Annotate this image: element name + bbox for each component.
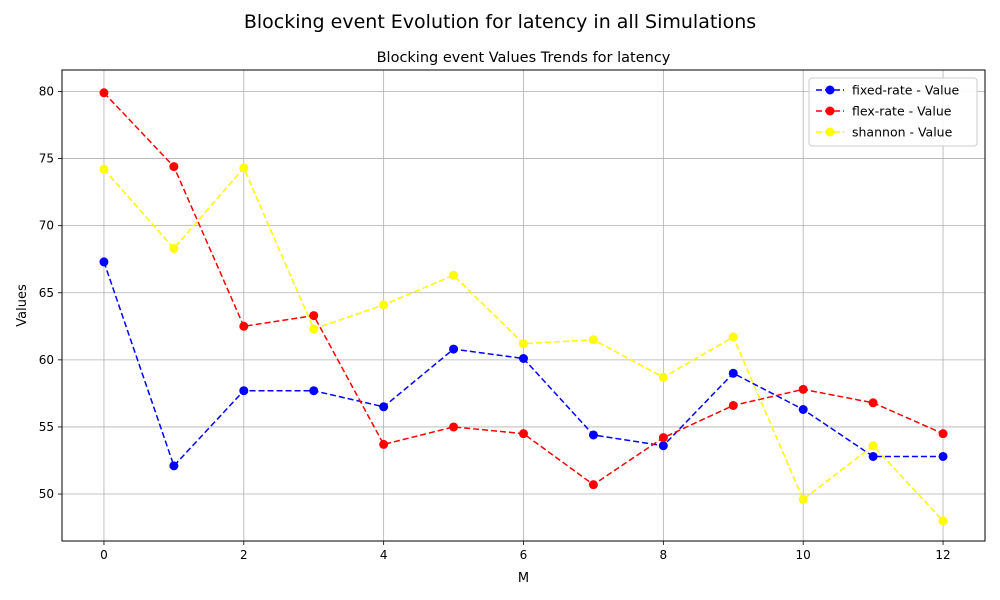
legend-item: fixed-rate - Value xyxy=(816,83,960,98)
axis-ticks: 0 2 4 6 8 10 12 50 55 60 65 70 75 80 xyxy=(39,84,951,562)
data-point xyxy=(658,441,668,451)
data-point xyxy=(868,398,878,408)
y-tick-label: 55 xyxy=(39,420,54,434)
axes-title: Blocking event Values Trends for latency xyxy=(377,50,671,66)
data-point xyxy=(169,243,179,253)
data-point xyxy=(938,516,948,526)
legend-marker xyxy=(825,127,835,137)
data-point xyxy=(519,339,528,349)
x-axis-label: M xyxy=(518,571,529,586)
series-1 xyxy=(99,88,948,490)
series-layer xyxy=(99,88,948,526)
figure-suptitle: Blocking event Evolution for latency in … xyxy=(244,11,756,33)
data-point xyxy=(868,441,878,451)
y-tick-label: 75 xyxy=(39,152,54,166)
x-tick-label: 10 xyxy=(796,548,811,562)
data-point xyxy=(938,429,948,439)
legend-marker xyxy=(825,85,835,95)
y-tick-label: 80 xyxy=(39,84,54,98)
data-point xyxy=(798,384,808,394)
legend: fixed-rate - Value flex-rate - Value shann… xyxy=(808,77,978,147)
data-point xyxy=(99,88,109,98)
legend-frame xyxy=(808,77,978,147)
legend-label: fixed-rate - Value xyxy=(852,83,960,98)
y-tick-label: 70 xyxy=(39,219,54,233)
data-point xyxy=(169,162,179,172)
legend-item: shannon - Value xyxy=(816,125,953,140)
data-point xyxy=(728,368,738,378)
data-point xyxy=(309,324,319,334)
data-point xyxy=(658,372,668,382)
y-tick-label: 60 xyxy=(39,353,54,367)
data-point xyxy=(449,422,459,432)
data-point xyxy=(728,400,738,410)
x-tick-label: 8 xyxy=(660,548,668,562)
series-2 xyxy=(99,163,948,526)
data-point xyxy=(239,386,249,396)
data-point xyxy=(449,344,459,354)
y-tick-label: 50 xyxy=(39,487,54,501)
data-point xyxy=(99,164,109,174)
data-point xyxy=(588,335,598,345)
data-point xyxy=(798,494,808,504)
data-point xyxy=(588,480,598,490)
y-tick-label: 65 xyxy=(39,286,54,300)
x-tick-label: 2 xyxy=(240,548,248,562)
data-point xyxy=(728,332,738,342)
data-point xyxy=(309,311,319,321)
data-point xyxy=(519,429,528,439)
data-point xyxy=(938,451,948,461)
data-point xyxy=(239,321,249,331)
legend-marker xyxy=(825,106,835,116)
data-point xyxy=(868,451,878,461)
data-point xyxy=(449,270,459,280)
legend-item: flex-rate - Value xyxy=(816,104,952,119)
legend-label: flex-rate - Value xyxy=(852,104,952,119)
data-point xyxy=(99,257,109,267)
data-point xyxy=(169,461,179,471)
series-0 xyxy=(99,257,948,471)
x-tick-label: 6 xyxy=(520,548,528,562)
data-point xyxy=(379,300,389,310)
data-point xyxy=(309,386,319,396)
data-point xyxy=(519,354,528,364)
y-axis-label: Values xyxy=(15,284,30,327)
data-point xyxy=(658,433,668,443)
data-point xyxy=(239,163,249,173)
x-tick-label: 4 xyxy=(380,548,388,562)
x-tick-label: 12 xyxy=(935,548,950,562)
data-point xyxy=(379,439,389,449)
legend-label: shannon - Value xyxy=(852,125,953,140)
data-point xyxy=(798,404,808,414)
x-tick-label: 0 xyxy=(100,548,108,562)
data-point xyxy=(588,430,598,440)
data-point xyxy=(379,402,389,412)
